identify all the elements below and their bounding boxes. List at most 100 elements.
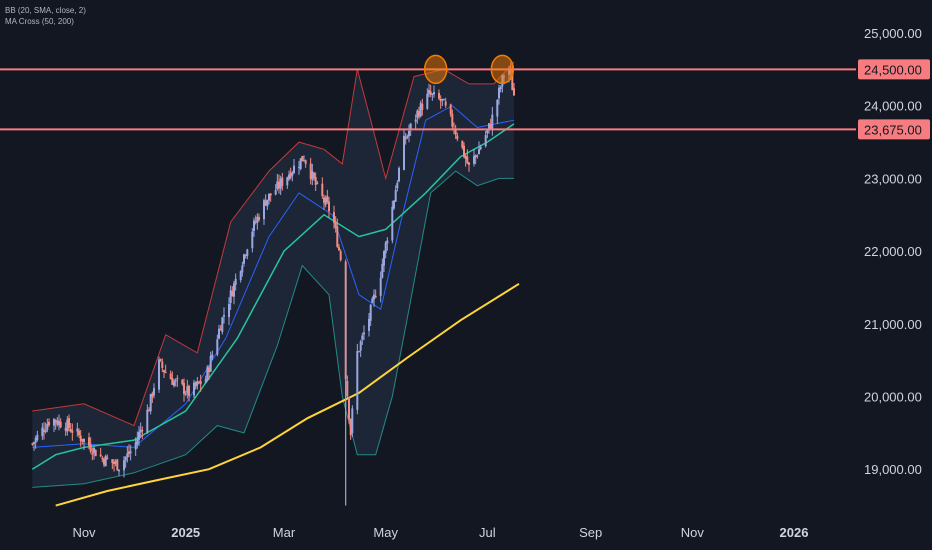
candle-body [138,432,140,440]
candle-body [286,177,289,186]
bb-basis-line [32,105,515,448]
candle [278,174,280,194]
candle [384,241,387,259]
y-tick-label: 25,000.00 [864,26,922,41]
candle-body [208,367,210,373]
candle-body [379,277,382,296]
candle [138,426,140,446]
x-tick-label: Mar [273,525,296,540]
candle-body [456,135,459,140]
candle-body [463,145,465,157]
candle-body [78,430,80,436]
candle [161,358,164,373]
candle-body [251,231,254,249]
candle [309,157,312,185]
candle-body [368,318,370,331]
candle [139,422,142,439]
candle-body [383,251,385,266]
candle [381,258,384,279]
candle-body [309,163,312,179]
candle-body [136,439,139,445]
candle-body [441,99,444,100]
candle-body [258,216,260,220]
candle [298,160,300,175]
x-tick-label: Jul [479,525,496,540]
candle-body [443,99,445,101]
y-tick-label: 23,000.00 [864,171,922,186]
candle [421,98,424,116]
candle [476,154,479,159]
candle-body [418,111,420,117]
candle-body [339,251,342,261]
candle [418,106,420,120]
candle [478,141,480,155]
candle [379,271,382,303]
candle [243,253,245,267]
candle [336,218,339,248]
candle [311,163,314,186]
candle [34,435,37,449]
candle-body [194,382,197,387]
candle-body [288,174,290,180]
candle [211,350,214,360]
candle [326,189,329,204]
candle [328,196,330,218]
candle-body [369,304,372,321]
candle-body [298,166,300,168]
candle [441,98,444,107]
candle [416,109,419,124]
candle-body [193,382,195,396]
candle [198,381,200,384]
candle [54,419,57,430]
candle-body [429,91,432,95]
top-marker-1 [490,54,515,85]
candle-body [196,381,199,386]
candle [323,194,325,210]
candle-body [204,379,207,383]
candle [153,383,155,399]
candle [113,459,115,472]
candle-body [243,254,245,264]
candle [491,106,494,136]
candle-body [91,453,94,455]
candle-body [363,332,365,335]
candle-body [53,419,55,426]
candle [408,124,410,143]
x-tick-label: May [373,525,398,540]
legend-bb[interactable]: BB (20, SMA, close, 2) [5,6,86,15]
candle [118,469,120,476]
candle [56,417,59,427]
candle-body [68,418,70,428]
candle [184,390,187,396]
candle [116,458,119,471]
candle-body [496,99,499,117]
candle-body [384,242,387,254]
candle [146,404,149,434]
candle [68,414,70,432]
candle-body [116,459,119,471]
candle [223,307,225,324]
candle-body [313,173,315,179]
candle [94,449,97,457]
candle [229,285,232,311]
candle-body [374,295,377,298]
candle-body [124,457,127,461]
candle [474,154,477,165]
candle-body [266,199,269,207]
candle [489,118,492,130]
candle [228,297,230,326]
candle [204,375,207,384]
candle-body [113,461,115,464]
candle-body [491,114,494,129]
candle [83,438,85,450]
candle [134,437,137,456]
candle-body [476,155,479,157]
candle [106,454,109,460]
candle [33,441,35,451]
candle [451,109,454,131]
candle [66,416,69,436]
candle-body [398,168,400,182]
legend-ma[interactable]: MA Cross (50, 200) [5,17,74,26]
candle [513,83,515,96]
